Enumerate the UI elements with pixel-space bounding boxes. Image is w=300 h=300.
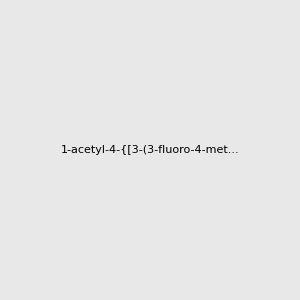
Text: 1-acetyl-4-{[3-(3-fluoro-4-met...: 1-acetyl-4-{[3-(3-fluoro-4-met... <box>61 145 239 155</box>
